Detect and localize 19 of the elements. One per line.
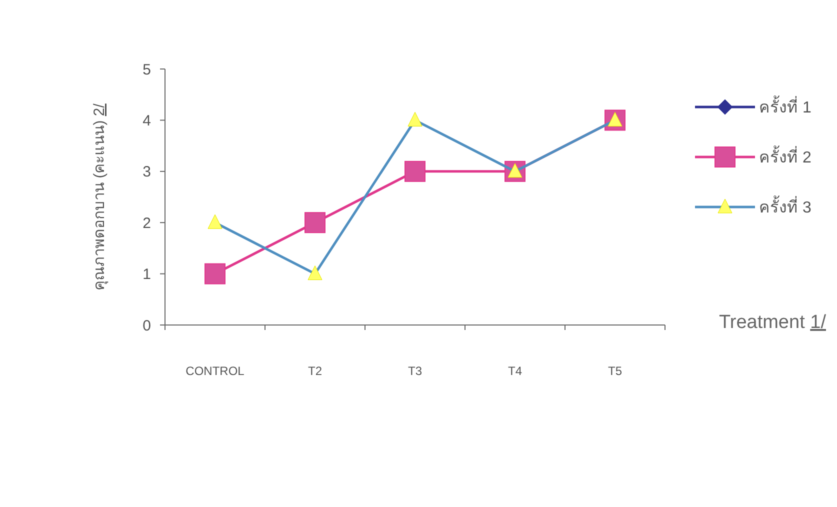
y-tick-label: 0 [142,317,151,334]
x-tick-label: CONTROL [186,364,245,378]
x-axis-title: Treatment 1/ [718,312,827,333]
x-tick-label: T4 [508,364,522,378]
y-tick-label: 2 [142,214,151,232]
legend-label: ครั้งที่ 1 [759,96,812,117]
y-tick-label: 4 [142,112,151,130]
point [204,263,226,284]
y-tick-label: 3 [142,164,151,181]
y-tick-label: 5 [142,61,151,78]
x-tick-label: T3 [408,364,422,378]
legend-label: ครั้งที่ 3 [759,196,812,217]
legend-label: ครั้งที่ 2 [759,146,812,167]
y-tick-label: 1 [142,266,151,284]
point [304,212,326,234]
x-tick-label: T5 [608,364,622,378]
x-tick-label: T2 [308,364,322,378]
y-axis-title: คุณภาพดอกบาน (คะแนน) 2/ [91,102,109,290]
point [404,160,426,182]
